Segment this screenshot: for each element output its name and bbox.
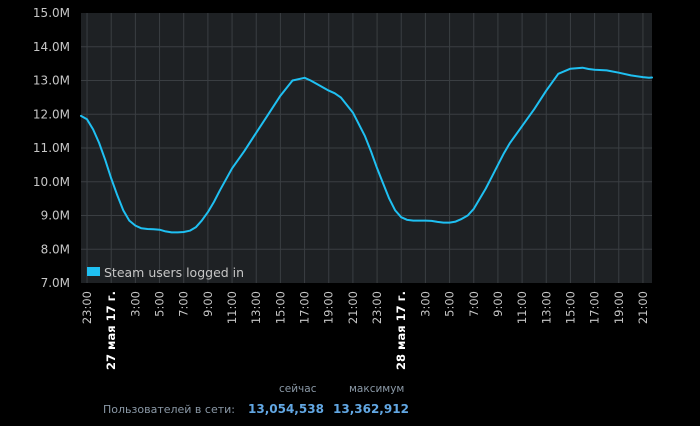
y-tick-label: 14.0M <box>33 40 70 54</box>
x-tick-label: 5:00 <box>153 291 167 317</box>
x-tick-label: 19:00 <box>322 291 336 324</box>
x-tick-label: 23:00 <box>80 291 94 324</box>
x-axis: 23:00 27 мая 17 г. 3:00 5:00 7:00 9:00 11:00 13… <box>80 291 650 370</box>
y-tick-label: 13.0M <box>33 74 70 88</box>
y-tick-label: 15.0M <box>33 6 70 20</box>
y-axis: 7.0M 8.0M 9.0M 10.0M 11.0M 12.0M 13.0M 14.0M 15.… <box>33 6 70 290</box>
y-tick-label: 8.0M <box>41 242 70 256</box>
y-tick-label: 10.0M <box>33 175 70 189</box>
legend-swatch <box>87 267 100 276</box>
x-tick-label: 3:00 <box>128 291 142 317</box>
x-tick-label: 15:00 <box>273 291 287 324</box>
x-tick-label: 9:00 <box>491 291 505 317</box>
x-tick-label: 15:00 <box>563 291 577 324</box>
legend-label: Steam users logged in <box>104 265 244 280</box>
x-tick-label: 28 мая 17 г. <box>394 291 408 370</box>
x-tick-label: 17:00 <box>298 291 312 324</box>
series-group <box>80 66 653 234</box>
x-tick-label: 17:00 <box>588 291 602 324</box>
x-tick-label: 23:00 <box>370 291 384 324</box>
x-tick-label: 13:00 <box>249 291 263 324</box>
y-tick-label: 7.0M <box>41 276 70 290</box>
x-tick-label: 5:00 <box>443 291 457 317</box>
x-tick-label: 7:00 <box>467 291 481 317</box>
x-tick-label: 11:00 <box>225 291 239 324</box>
x-tick-label: 21:00 <box>346 291 360 324</box>
y-tick-label: 9.0M <box>41 209 70 223</box>
x-tick-label: 9:00 <box>201 291 215 317</box>
legend: Steam users logged in <box>87 265 244 280</box>
x-tick-label: 21:00 <box>636 291 650 324</box>
x-tick-label: 11:00 <box>515 291 529 324</box>
y-tick-label: 12.0M <box>33 107 70 121</box>
y-tick-label: 11.0M <box>33 141 70 155</box>
x-tick-label: 19:00 <box>612 291 626 324</box>
x-tick-label: 13:00 <box>539 291 553 324</box>
x-tick-label: 27 мая 17 г. <box>104 291 118 370</box>
series-line <box>80 66 653 234</box>
gridlines <box>81 13 652 283</box>
x-tick-label: 7:00 <box>177 291 191 317</box>
x-tick-label: 3:00 <box>418 291 432 317</box>
